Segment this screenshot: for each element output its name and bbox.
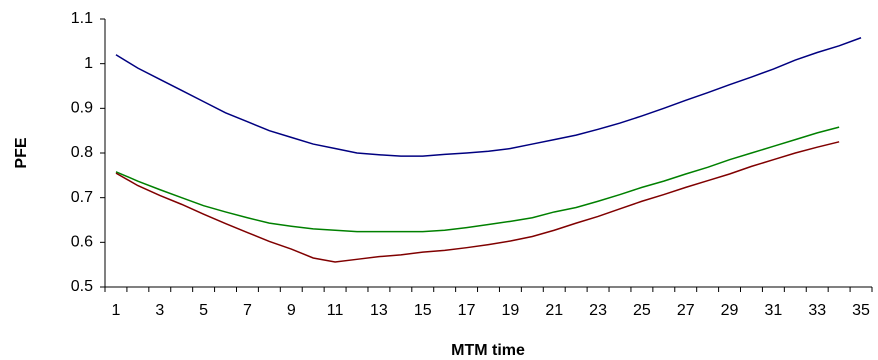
x-tick-label: 19: [502, 302, 520, 319]
x-tick-label: 25: [633, 302, 651, 319]
x-tick-label: 15: [414, 302, 432, 319]
y-tick-label: 1.1: [71, 10, 93, 27]
y-tick-label: 0.7: [71, 189, 93, 206]
line-series: [115, 141, 840, 263]
x-tick-label: 1: [112, 302, 121, 319]
line-series: [115, 37, 862, 157]
x-tick-label: 27: [677, 302, 695, 319]
x-axis-title: MTM time: [451, 342, 525, 359]
x-tick-label: 13: [370, 302, 388, 319]
line-series: [115, 126, 840, 233]
x-tick-label: 7: [243, 302, 252, 319]
y-tick-label: 0.6: [71, 234, 93, 251]
x-tick-label: 31: [764, 302, 782, 319]
y-tick-label: 0.8: [71, 144, 93, 161]
x-tick-label: 9: [287, 302, 296, 319]
x-tick-label: 35: [852, 302, 870, 319]
x-tick-label: 3: [155, 302, 164, 319]
y-axis-title: PFE: [13, 137, 30, 168]
y-tick-label: 0.5: [71, 278, 93, 295]
x-tick-label: 33: [808, 302, 826, 319]
x-tick-label: 23: [589, 302, 607, 319]
x-tick-label: 21: [545, 302, 563, 319]
x-tick-label: 17: [458, 302, 476, 319]
x-tick-label: 5: [199, 302, 208, 319]
x-tick-label: 11: [327, 302, 344, 319]
y-tick-label: 1: [84, 55, 93, 72]
y-tick-label: 0.9: [71, 100, 93, 117]
x-tick-label: 29: [721, 302, 739, 319]
